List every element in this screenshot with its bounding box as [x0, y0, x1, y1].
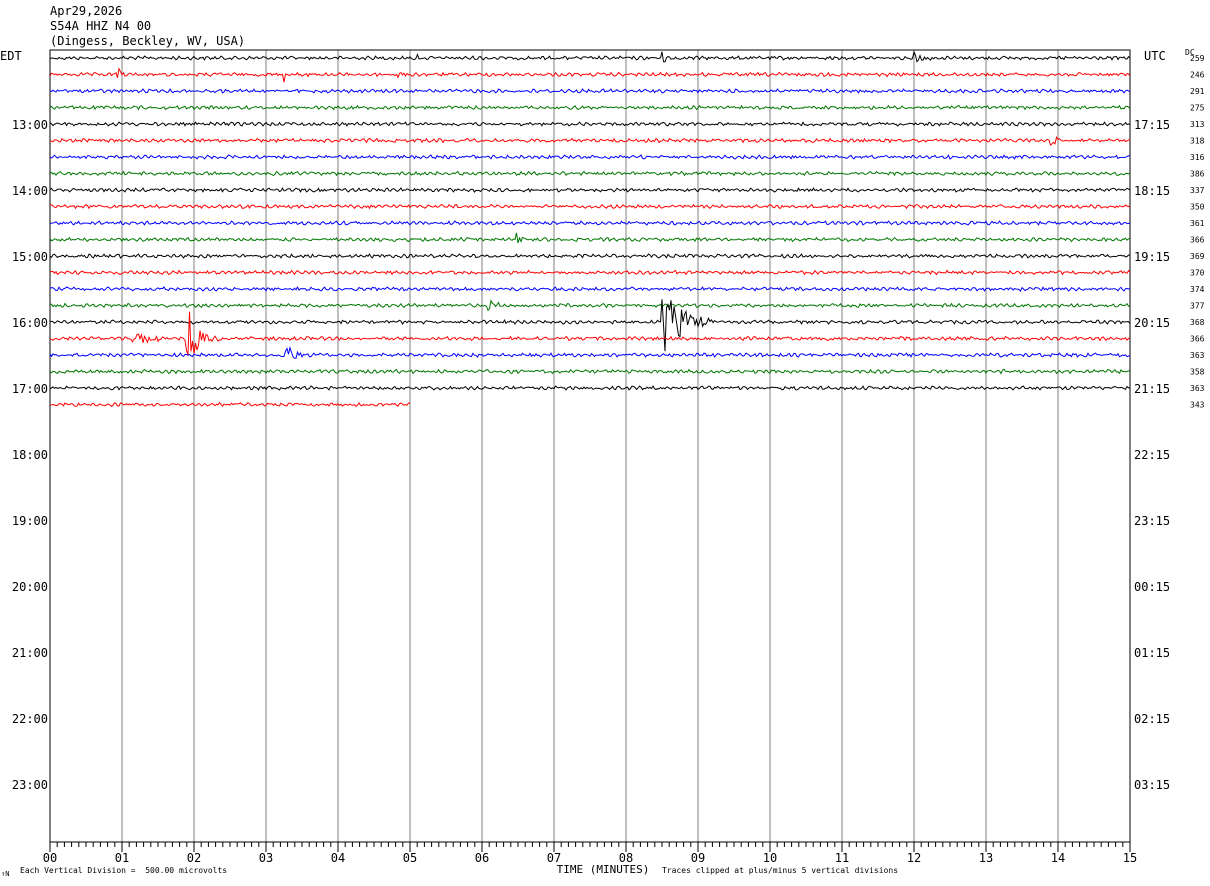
seismic-trace [49, 232, 1131, 244]
x-tick-label: 01 [115, 851, 129, 865]
left-hour-label: 23:00 [12, 778, 48, 792]
left-timezone-label: EDT [0, 49, 22, 63]
seismic-trace [49, 368, 1131, 375]
x-tick-label: 05 [403, 851, 417, 865]
x-axis-title: TIME (MINUTES) [557, 863, 650, 876]
right-hour-label: 23:15 [1134, 514, 1170, 528]
left-hour-label: 17:00 [12, 382, 48, 396]
dc-offset-label: 386 [1190, 170, 1205, 179]
left-hour-label: 18:00 [12, 448, 48, 462]
x-tick-label: 13 [979, 851, 993, 865]
right-hour-label: 01:15 [1134, 646, 1170, 660]
right-hour-label: 00:15 [1134, 580, 1170, 594]
left-hour-label: 16:00 [12, 316, 48, 330]
left-hour-label: 13:00 [12, 118, 48, 132]
right-hour-label: 20:15 [1134, 316, 1170, 330]
dc-offset-label: 363 [1190, 351, 1205, 360]
dc-offset-label: 370 [1190, 269, 1205, 278]
plot-frame [49, 49, 1131, 843]
dc-offset-label: 291 [1190, 87, 1205, 96]
left-hour-label: 21:00 [12, 646, 48, 660]
right-timezone-label: UTC [1144, 49, 1166, 63]
seismic-trace [49, 311, 1131, 355]
left-hour-label: 15:00 [12, 250, 48, 264]
dc-offset-label: 246 [1190, 71, 1205, 80]
seismic-trace [49, 220, 1131, 226]
dc-offset-label: 259 [1190, 54, 1205, 63]
left-hour-label: 22:00 [12, 712, 48, 726]
seismic-trace [49, 135, 1131, 146]
dc-offset-label: 275 [1190, 104, 1205, 113]
axis-labels: 00 01 02 03 04 05 06 07 08 09 10 11 12 13 14 15 TIME (MI… [12, 54, 1205, 876]
right-hour-label: 03:15 [1134, 778, 1170, 792]
x-tick-label: 09 [691, 851, 705, 865]
x-tick-label: 02 [187, 851, 201, 865]
seismic-trace [49, 50, 1131, 63]
minute-gridlines [121, 50, 1059, 842]
x-tick-label: 07 [547, 851, 561, 865]
right-hour-label: 17:15 [1134, 118, 1170, 132]
right-hour-label: 21:15 [1134, 382, 1170, 396]
seismic-trace [50, 299, 1131, 352]
x-tick-label: 11 [835, 851, 849, 865]
clip-note: Traces clipped at plus/minus 5 vertical … [662, 866, 899, 875]
header-date: Apr29,2026 [50, 4, 123, 18]
seismic-trace [49, 170, 1131, 177]
seismic-trace [50, 203, 1131, 210]
seismic-trace [49, 401, 411, 407]
header-location: (Dingess, Beckley, WV, USA) [50, 34, 246, 48]
seismic-trace [49, 104, 1131, 111]
x-tick-label: 14 [1051, 851, 1065, 865]
left-hour-label: 20:00 [12, 580, 48, 594]
seismic-trace [49, 345, 1131, 359]
x-tick-label: 04 [331, 851, 345, 865]
dc-offset-label: 358 [1190, 368, 1205, 377]
seismic-trace [49, 253, 1131, 259]
dc-offset-label: 318 [1190, 137, 1205, 146]
x-tick-label: 10 [763, 851, 777, 865]
x-tick-label: 06 [475, 851, 489, 865]
seismic-trace [49, 269, 1131, 276]
right-hour-label: 22:15 [1134, 448, 1170, 462]
seismic-trace [49, 121, 1131, 127]
dc-offset-label: 369 [1190, 252, 1205, 261]
dc-offset-label: 363 [1190, 384, 1205, 393]
left-hour-label: 14:00 [12, 184, 48, 198]
seismic-trace [49, 299, 1131, 312]
dc-offset-label: 366 [1190, 335, 1205, 344]
x-tick-label: 15 [1123, 851, 1137, 865]
scale-note: Each Vertical Division = 500.00 microvol… [20, 866, 228, 875]
trace-group [49, 50, 1131, 407]
dc-offset-label: 350 [1190, 203, 1205, 212]
dc-offset-label: 366 [1190, 236, 1205, 245]
corner-mark: ↑N [1, 870, 10, 878]
dc-offset-label: 374 [1190, 285, 1205, 294]
dc-offset-label: 343 [1190, 401, 1205, 410]
dc-offset-label: 361 [1190, 219, 1205, 228]
dc-offset-label: 377 [1190, 302, 1205, 311]
dc-column-label: DC [1185, 48, 1195, 57]
left-hour-label: 19:00 [12, 514, 48, 528]
x-axis-ticks [49, 842, 1131, 852]
dc-offset-label: 316 [1190, 153, 1205, 162]
seismic-trace [49, 385, 1131, 391]
seismic-trace [49, 154, 1131, 160]
dc-offset-label: 368 [1190, 318, 1205, 327]
right-hour-label: 19:15 [1134, 250, 1170, 264]
x-tick-label: 08 [619, 851, 633, 865]
seismic-trace [49, 88, 1131, 94]
right-hour-label: 02:15 [1134, 712, 1170, 726]
seismic-trace [49, 67, 1131, 83]
dc-offset-label: 337 [1190, 186, 1205, 195]
seismic-trace [49, 286, 1131, 292]
x-tick-label: 03 [259, 851, 273, 865]
header-station: S54A HHZ N4 00 [50, 19, 152, 33]
x-tick-label: 00 [43, 851, 57, 865]
dc-offset-label: 313 [1190, 120, 1205, 129]
seismic-trace [49, 187, 1131, 193]
x-tick-label: 12 [907, 851, 921, 865]
right-hour-label: 18:15 [1134, 184, 1170, 198]
